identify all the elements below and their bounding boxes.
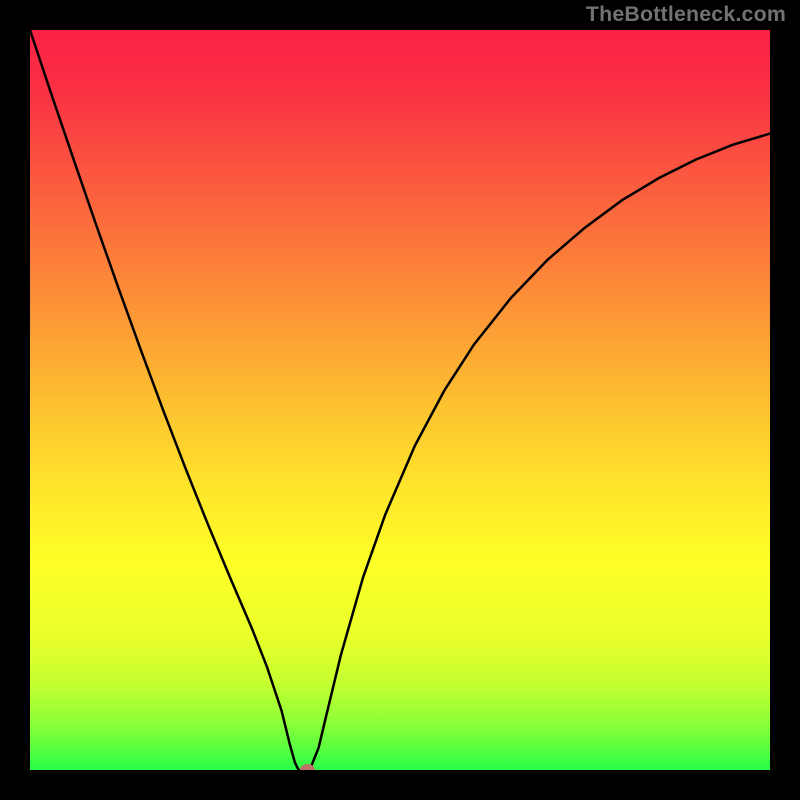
chart-svg [30, 30, 770, 770]
chart-container: TheBottleneck.com [0, 0, 800, 800]
watermark-text: TheBottleneck.com [586, 2, 786, 27]
plot-area [30, 30, 770, 770]
chart-background [30, 30, 770, 770]
